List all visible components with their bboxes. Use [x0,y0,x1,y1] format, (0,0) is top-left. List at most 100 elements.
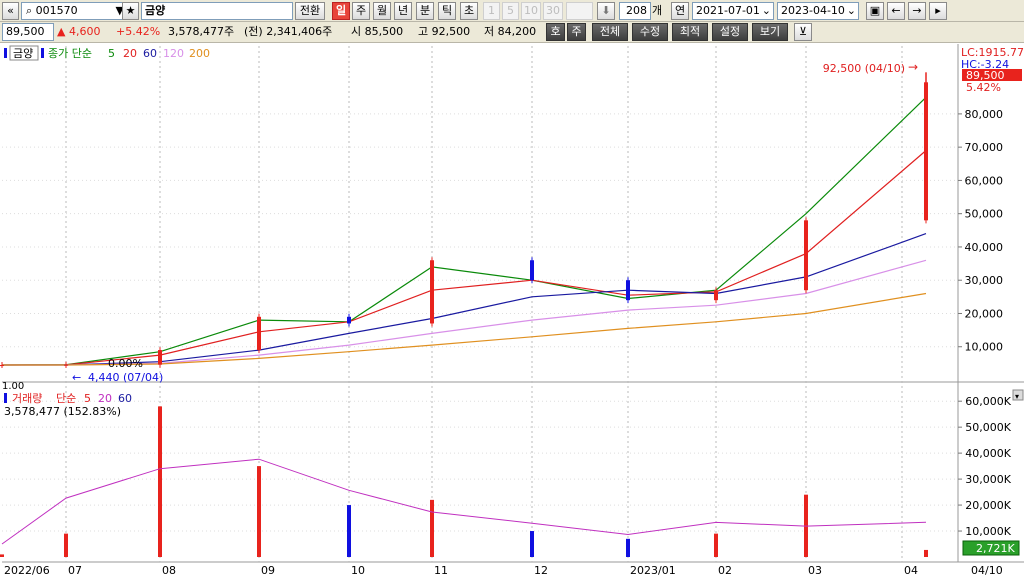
last-volume-label: 2,721K [976,542,1015,555]
end-date-dropdown-icon[interactable]: ⌄ [846,4,856,17]
volume-tick-label: 30,000K [965,473,1011,486]
change-value: ▲ 4,600 [57,22,100,42]
ma-line-200 [2,292,927,366]
full-view-button[interactable]: 전체 [592,23,628,41]
time-tick-label: 07 [68,564,82,576]
stock-code-input[interactable]: ⌕ 001570 ▼ [21,2,127,20]
last-price-marker [962,69,1022,81]
price-tick-label: 30,000 [965,274,1004,287]
volume-pane-scroll-button[interactable] [1012,389,1024,401]
volume-ma-lines [1,458,927,545]
end-date-value: 2023-04-10 [781,4,845,17]
convert-button[interactable]: 전환 [295,2,325,20]
time-tick-label: 11 [434,564,448,576]
count-unit-label: 개 [652,4,663,17]
time-tick-label: 2023/01 [630,564,676,576]
volume-legend-ma20: 20 [98,392,112,405]
candle-body [530,260,534,281]
low-arrow-icon: ← [72,371,81,384]
period-year-button[interactable]: 년 [394,2,412,20]
up-arrow-icon: ▲ [57,25,66,38]
minute-30-button[interactable]: 30 [543,2,563,20]
volume-bar [430,499,434,557]
high-price-label: 92,500 (04/10) [823,62,905,75]
candle-body [714,290,718,301]
volume-legend-value: 3,578,477 (152.83%) [4,405,121,418]
price-tick-label: 10,000 [965,341,1004,354]
scroll-right-icon[interactable]: → [908,2,926,20]
period-tick-button[interactable]: 틱 [438,2,456,20]
start-date-input[interactable]: 2021-07-01 ⌄ [692,2,774,20]
settings-button[interactable]: 설정 [712,23,748,41]
time-tick-label: 02 [718,564,732,576]
last-price-label: 89,500 [966,69,1005,82]
legend-ma5: 5 [108,47,115,60]
minute-5-button[interactable]: 5 [502,2,519,20]
legend-stock-name: 금양 [13,47,33,60]
download-arrow-icon[interactable]: ⬇ [597,2,615,20]
period-second-button[interactable]: 초 [460,2,478,20]
save-icon[interactable]: ▣ [866,2,884,20]
volume-bar [64,533,68,557]
custom-minute-field[interactable] [566,2,593,20]
volume-legend-ma-title: 단순 [56,392,76,405]
legend-ma200: 200 [189,47,210,60]
volume-bar [257,466,261,557]
candle-body [804,220,808,291]
volume-bar [714,533,718,557]
end-date-input[interactable]: 2023-04-10 ⌄ [777,2,859,20]
favorite-star-icon[interactable]: ★ [122,2,139,20]
legend-ma-title: 종가 단순 [48,47,92,60]
price-tick-label: 50,000 [965,208,1004,221]
period-day-button[interactable]: 일 [332,2,350,20]
search-icon: ⌕ [26,4,33,17]
count-input[interactable]: 208 [619,2,651,20]
orderbook-button[interactable]: 호 [546,23,565,41]
time-tick-label: 03 [808,564,822,576]
candle-body [158,350,162,365]
hc-label: HC:-3.24 [961,58,1009,71]
left-scale-label: 1.00 [2,381,24,392]
period-minute-button[interactable]: 분 [416,2,434,20]
period-month-button[interactable]: 월 [373,2,391,20]
scroll-left-icon[interactable]: ← [887,2,905,20]
dropdown-arrow-icon[interactable]: ▼ [115,4,124,17]
candle-body [257,316,261,351]
order-button[interactable]: 주 [567,23,586,41]
start-date-dropdown-icon[interactable]: ⌄ [761,4,771,17]
volume-bar [924,549,928,557]
collapse-arrow-icon[interactable]: « [2,2,19,20]
play-icon[interactable]: ▸ [929,2,947,20]
minute-10-button[interactable]: 10 [521,2,541,20]
candle-body [924,82,928,221]
time-tick-label: 08 [162,564,176,576]
candle-body [0,365,4,367]
start-date-value: 2021-07-01 [696,4,760,17]
period-week-button[interactable]: 주 [352,2,370,20]
year-toggle-button[interactable]: 연 [671,2,689,20]
volume-bar [347,505,351,557]
volume-legend-title: 거래량 [12,392,42,405]
volume-legend-ma5: 5 [84,392,91,405]
adjust-button[interactable]: 수정 [632,23,668,41]
legend-ma120: 120 [163,47,184,60]
legend-ma20: 20 [123,47,137,60]
high-value: 고 92,500 [418,25,471,38]
candle-body [626,280,630,301]
price-tick-label: 60,000 [965,174,1004,187]
pin-icon[interactable]: ⊻ [794,23,812,41]
price-tick-label: 80,000 [965,108,1004,121]
low-price-label: 4,440 (07/04) [88,371,163,384]
volume-tick-label: 10,000K [965,525,1011,538]
minute-1-button[interactable]: 1 [483,2,500,20]
volume-bar [626,538,630,557]
view-button[interactable]: 보기 [752,23,788,41]
time-tick-label: 10 [351,564,365,576]
price-tick-label: 40,000 [965,241,1004,254]
low-value: 저 84,200 [484,25,537,38]
stock-chart[interactable]: 2022/06 07 08 09 10 11 12 2023/01 02 03 04 04/10 10,… [0,44,1024,576]
legend-name-box[interactable] [9,45,39,61]
optimize-button[interactable]: 최적 [672,23,708,41]
volume-ma-line [1,458,927,545]
last-volume-marker [962,540,1020,556]
